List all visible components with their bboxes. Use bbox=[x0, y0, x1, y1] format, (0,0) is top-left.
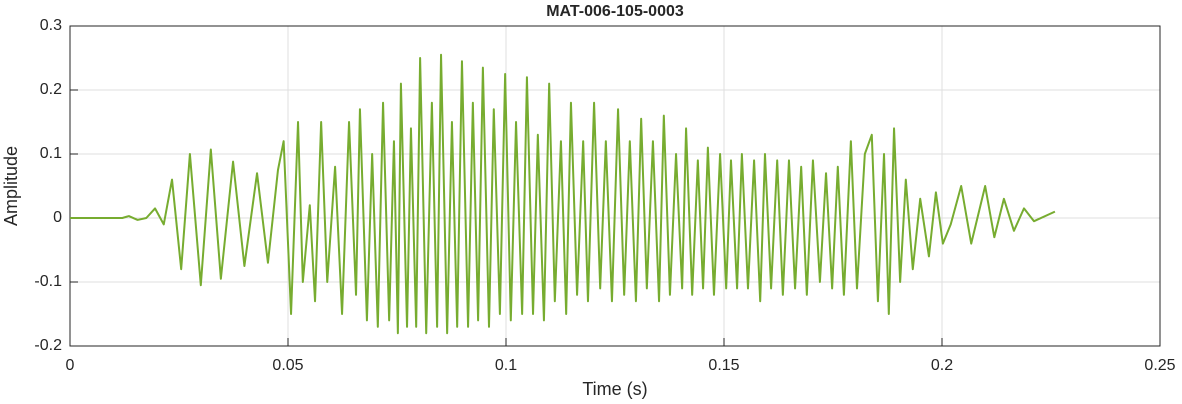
x-tick-label: 0.15 bbox=[708, 357, 739, 374]
x-tick-label: 0.2 bbox=[931, 357, 953, 374]
x-tick-label: 0.1 bbox=[495, 357, 517, 374]
plot-frame bbox=[69, 25, 1161, 347]
y-tick-label: 0.2 bbox=[40, 81, 62, 98]
x-tick-label: 0 bbox=[66, 357, 75, 374]
waveform-line bbox=[70, 53, 1056, 335]
x-axis-label: Time (s) bbox=[582, 379, 647, 399]
x-tick-label: 0.05 bbox=[272, 357, 303, 374]
x-tick-label: 0.25 bbox=[1144, 357, 1175, 374]
y-tick-label: -0.1 bbox=[34, 273, 62, 290]
y-tick-label: 0.3 bbox=[40, 17, 62, 34]
y-tick-label: -0.2 bbox=[34, 337, 62, 354]
chart-title: MAT-006-105-0003 bbox=[546, 3, 684, 20]
y-axis-label: Amplitude bbox=[1, 146, 21, 226]
y-tick-label: 0.1 bbox=[40, 145, 62, 162]
y-tick-label: 0 bbox=[53, 209, 62, 226]
